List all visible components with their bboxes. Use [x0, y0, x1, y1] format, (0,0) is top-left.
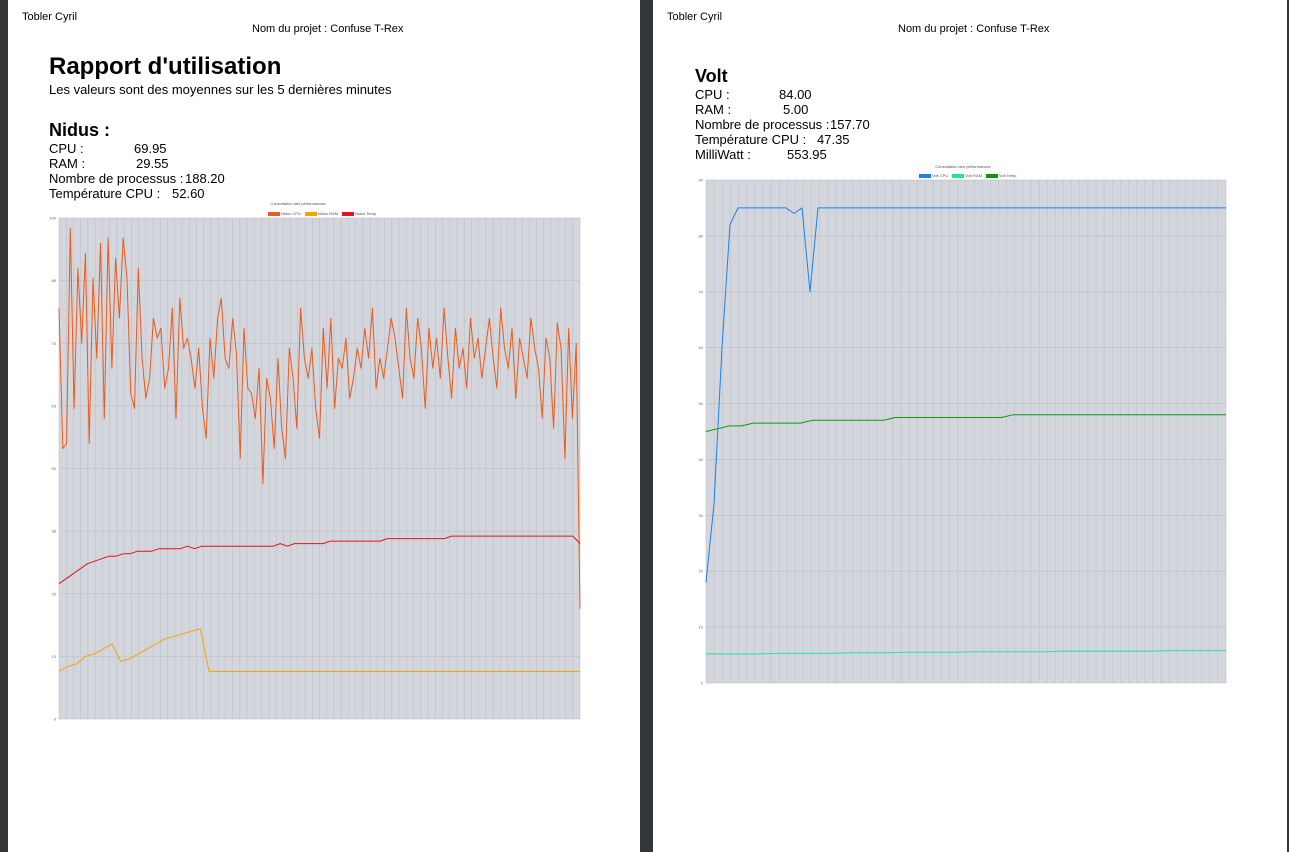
y-tick-label: 80 — [699, 233, 704, 238]
y-tick-label: 0 — [54, 717, 57, 722]
report-title: Rapport d'utilisation — [49, 53, 282, 80]
stat-label: Nombre de processus : — [49, 171, 184, 186]
project-name: Nom du projet : Confuse T-Rex — [898, 23, 1050, 35]
stat-label: CPU : — [49, 141, 84, 156]
chart-title: Consultation des performances — [270, 201, 326, 206]
report-page-1: Tobler Cyril Nom du projet : Confuse T-R… — [8, 0, 640, 852]
stat-cpu: CPU : 84.00 — [695, 87, 829, 102]
legend-label: Nidus CPU — [281, 211, 301, 216]
y-tick-label: 25 — [52, 591, 57, 596]
stat-value: 84.00 — [779, 87, 812, 102]
legend-item[interactable]: Nidus Temp — [342, 211, 376, 216]
legend-swatch — [304, 211, 317, 216]
series-line — [706, 650, 1226, 655]
stat-value: 52.60 — [172, 186, 205, 201]
y-tick-label: 63 — [52, 403, 57, 408]
legend-label: Nidus Temp — [355, 211, 377, 216]
stat-temperature: Température CPU : 52.60 — [49, 186, 205, 201]
y-tick-label: 20 — [699, 569, 704, 574]
author-name: Tobler Cyril — [667, 11, 723, 23]
section-title: Volt — [695, 66, 728, 86]
line-chart: 0 13 25 38 50 63 75 88 100 — [49, 216, 581, 722]
y-tick-label: 30 — [699, 513, 704, 518]
stat-ram: RAM : 29.55 — [49, 156, 183, 171]
legend-swatch — [919, 173, 931, 178]
y-tick-label: 88 — [52, 278, 57, 283]
legend-item[interactable]: Nidus RAM — [304, 211, 339, 216]
report-page-2: Tobler Cyril Nom du projet : Confuse T-R… — [653, 0, 1287, 852]
y-tick-label: 100 — [49, 216, 56, 221]
legend-swatch — [268, 211, 280, 216]
y-tick-label: 40 — [699, 457, 704, 462]
legend-swatch — [342, 211, 355, 216]
stat-value: 553.95 — [787, 147, 827, 162]
legend-label: Volt RAM — [965, 173, 982, 178]
legend-item[interactable]: Volt Temp — [985, 173, 1017, 178]
stat-temperature: Température CPU : 47.35 — [695, 132, 850, 147]
stat-value: 47.35 — [817, 132, 850, 147]
stat-label: CPU : — [695, 87, 730, 102]
y-tick-label: 70 — [699, 289, 704, 294]
stat-label: Température CPU : — [695, 132, 807, 147]
y-tick-label: 75 — [52, 341, 57, 346]
report-subtitle: Les valeurs sont des moyennes sur les 5 … — [49, 82, 392, 97]
series-line — [705, 414, 1226, 432]
y-tick-label: 60 — [699, 345, 704, 350]
stats-list: CPU : 69.95 RAM : 29.55 Nombre de processu… — [49, 141, 225, 201]
series-line — [705, 207, 1226, 583]
stat-cpu: CPU : 69.95 — [49, 141, 183, 156]
legend-label: Volt Temp — [998, 173, 1017, 178]
legend-swatch — [985, 173, 998, 178]
stat-label: MilliWatt : — [695, 147, 751, 162]
stat-value: 5.00 — [783, 102, 809, 117]
stat-value: 69.95 — [134, 141, 167, 156]
y-tick-label: 50 — [699, 401, 704, 406]
stat-value: 29.55 — [136, 156, 169, 171]
stat-label: Température CPU : — [49, 186, 161, 201]
line-chart: 0 10 20 30 40 50 60 70 80 90 — [699, 178, 1227, 686]
chart-legend: Nidus CPU Nidus RAM Nidus Temp — [268, 211, 376, 216]
y-tick-label: 13 — [52, 654, 57, 659]
series-line — [58, 227, 581, 609]
series-line — [58, 628, 580, 672]
chart-legend: Volt CPU Volt RAM Volt Temp — [919, 173, 1016, 178]
stat-ram: RAM : 5.00 — [695, 102, 829, 117]
stat-label: Nombre de processus : — [695, 117, 830, 132]
y-tick-label: 38 — [52, 529, 57, 534]
chart-title: Consultation des performances — [935, 164, 991, 169]
stat-processes: Nombre de processus :157.70 — [695, 117, 870, 132]
y-tick-label: 90 — [699, 178, 704, 183]
stat-processes: Nombre de processus :188.20 — [49, 171, 225, 186]
stats-list: CPU : 84.00 RAM : 5.00 Nombre de processus… — [695, 87, 870, 162]
section-title: Nidus : — [49, 120, 110, 140]
legend-label: Nidus RAM — [317, 211, 339, 216]
y-tick-label: 10 — [699, 625, 704, 630]
stat-milliwatt: MilliWatt : 553.95 — [695, 147, 829, 162]
author-name: Tobler Cyril — [22, 11, 78, 23]
y-tick-label: 50 — [52, 466, 57, 471]
stat-label: RAM : — [49, 156, 86, 171]
series-line — [58, 535, 581, 585]
stat-value: 157.70 — [830, 117, 870, 132]
legend-item[interactable]: Volt CPU — [919, 173, 948, 178]
legend-label: Volt CPU — [932, 173, 949, 178]
project-name: Nom du projet : Confuse T-Rex — [252, 23, 404, 35]
legend-item[interactable]: Nidus CPU — [268, 211, 301, 216]
stat-label: RAM : — [695, 102, 732, 117]
legend-swatch — [952, 173, 965, 178]
y-tick-label: 0 — [701, 681, 704, 686]
legend-item[interactable]: Volt RAM — [952, 173, 982, 178]
stat-value: 188.20 — [185, 171, 225, 186]
